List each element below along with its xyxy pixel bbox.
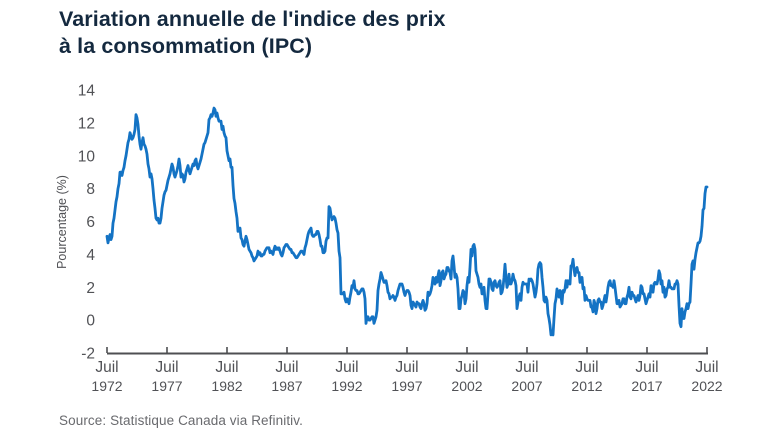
x-tick-label-month: Juil [95,359,118,376]
source-note: Source: Statistique Canada via Refinitiv… [59,413,303,428]
y-tick-label: 2 [86,280,95,297]
x-tick-label-year: 1987 [271,378,302,394]
cpi-series-path [105,106,709,337]
y-tick-label: 14 [78,83,96,100]
y-tick-label: 6 [86,214,95,231]
x-tick-label-month: Juil [635,359,658,376]
x-tick-label-year: 1972 [91,378,122,394]
x-tick-label-month: Juil [695,359,718,376]
x-tick-label-month: Juil [335,359,358,376]
x-tick-label-year: 2002 [451,378,482,394]
x-tick-label-month: Juil [455,359,478,376]
x-tick-label-month: Juil [215,359,238,376]
x-tick-label-month: Juil [395,359,418,376]
cpi-series-line [105,106,709,337]
y-tick-label: 10 [78,148,96,165]
y-axis: 14 12 10 8 6 4 2 0 -2 [78,83,96,363]
x-tick-label-year: 2007 [511,378,542,394]
chart-title: Variation annuelle de l'indice des prix … [59,7,446,58]
x-tick-label-year: 1982 [211,378,242,394]
x-tick-label-year: 1977 [151,378,182,394]
y-tick-label: 0 [86,313,95,330]
x-tick-label-year: 1997 [391,378,422,394]
x-tick-label-month: Juil [575,359,598,376]
y-tick-label: -2 [81,346,95,363]
y-tick-label: 12 [78,115,95,132]
x-tick-label-year: 1992 [331,378,362,394]
x-tick-label-year: 2012 [571,378,602,394]
x-tick-label-month: Juil [155,359,178,376]
y-tick-label: 8 [86,181,95,198]
y-tick-label: 4 [86,247,95,264]
x-tick-label-year: 2017 [631,378,662,394]
x-axis: Juil 1972 Juil 1977 Juil 1982 Juil 1987 Juil 1992… [91,347,723,394]
x-tick-label-year: 2022 [691,378,722,394]
x-tick-label-month: Juil [275,359,298,376]
x-tick-label-month: Juil [515,359,538,376]
y-axis-title: Pourcentage (%) [55,175,69,269]
